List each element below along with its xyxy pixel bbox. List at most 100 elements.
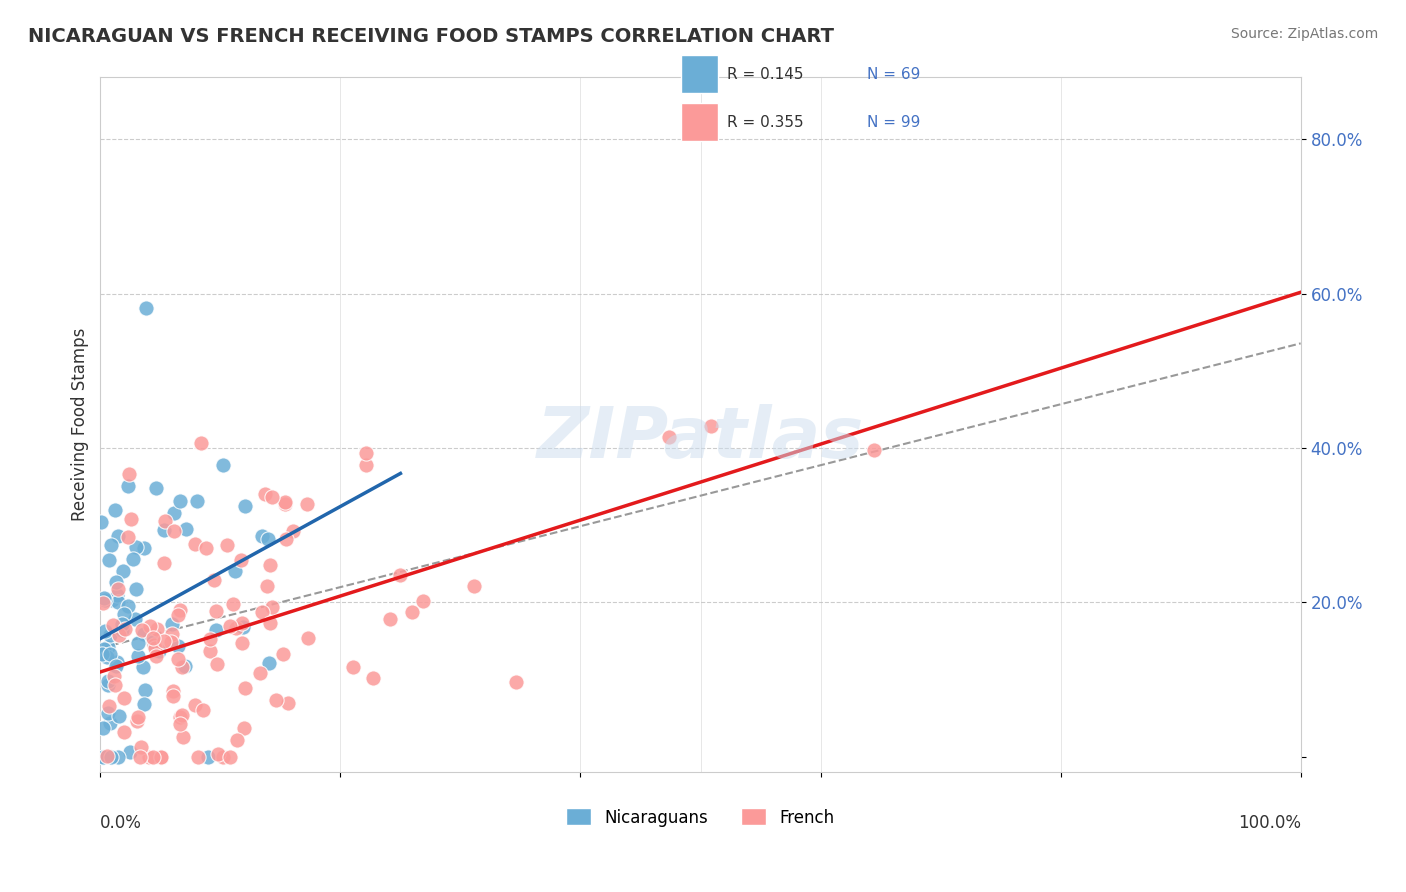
French <box>153 515 176 529</box>
French <box>184 698 207 712</box>
Text: 100.0%: 100.0% <box>1237 814 1301 831</box>
Nicaraguans <box>98 647 121 661</box>
French <box>231 615 253 630</box>
Nicaraguans <box>250 529 273 543</box>
Nicaraguans <box>98 715 121 730</box>
Nicaraguans <box>204 623 226 637</box>
French <box>198 632 221 646</box>
Nicaraguans <box>111 564 134 578</box>
Nicaraguans <box>111 623 134 637</box>
French <box>145 622 167 636</box>
Nicaraguans <box>91 722 114 736</box>
Text: 0.0%: 0.0% <box>100 814 142 831</box>
French <box>463 579 485 593</box>
French <box>274 532 297 546</box>
Nicaraguans <box>91 749 114 764</box>
French <box>101 618 124 632</box>
Nicaraguans <box>107 749 129 764</box>
French <box>112 725 135 739</box>
French <box>112 690 135 705</box>
French <box>129 749 152 764</box>
French <box>256 579 278 593</box>
French <box>162 684 184 698</box>
French <box>259 558 281 573</box>
French <box>162 690 184 704</box>
Nicaraguans <box>224 564 246 578</box>
French <box>380 612 402 626</box>
FancyBboxPatch shape <box>681 55 718 93</box>
French <box>118 467 141 482</box>
French <box>700 419 723 434</box>
French <box>233 681 256 695</box>
Nicaraguans <box>124 582 146 596</box>
Nicaraguans <box>112 607 135 622</box>
French <box>96 749 118 764</box>
Legend: Nicaraguans, French: Nicaraguans, French <box>560 802 842 833</box>
Nicaraguans <box>91 749 114 764</box>
French <box>401 606 423 620</box>
French <box>149 749 172 764</box>
FancyBboxPatch shape <box>681 103 718 141</box>
French <box>167 608 190 623</box>
Nicaraguans <box>94 593 117 607</box>
Nicaraguans <box>132 660 155 674</box>
French <box>231 553 253 567</box>
Nicaraguans <box>174 522 197 536</box>
French <box>505 674 527 689</box>
French <box>226 733 249 747</box>
Nicaraguans <box>91 647 114 661</box>
French <box>107 582 129 596</box>
French <box>163 524 186 538</box>
Nicaraguans <box>90 516 112 530</box>
Nicaraguans <box>107 595 129 609</box>
French <box>120 512 142 526</box>
French <box>259 615 281 630</box>
French <box>172 707 194 722</box>
French <box>354 446 377 460</box>
Nicaraguans <box>117 599 139 614</box>
Text: Source: ZipAtlas.com: Source: ZipAtlas.com <box>1230 27 1378 41</box>
Nicaraguans <box>93 642 115 657</box>
French <box>108 628 131 642</box>
French <box>91 596 114 610</box>
Nicaraguans <box>101 593 124 607</box>
French <box>274 497 297 511</box>
Nicaraguans <box>107 529 129 543</box>
French <box>361 671 384 685</box>
Text: N = 99: N = 99 <box>866 115 920 130</box>
Nicaraguans <box>104 658 127 673</box>
Nicaraguans <box>233 499 256 513</box>
Nicaraguans <box>163 506 186 520</box>
Nicaraguans <box>104 502 127 516</box>
French <box>273 647 295 661</box>
Text: ZIPatlas: ZIPatlas <box>537 404 865 473</box>
Nicaraguans <box>174 658 197 673</box>
French <box>103 669 125 683</box>
French <box>198 644 221 658</box>
Nicaraguans <box>141 635 163 649</box>
French <box>389 568 412 582</box>
French <box>149 749 172 764</box>
Nicaraguans <box>100 749 122 764</box>
Nicaraguans <box>105 655 128 669</box>
Nicaraguans <box>97 706 120 720</box>
French <box>131 623 153 637</box>
French <box>277 696 299 710</box>
Nicaraguans <box>186 494 208 508</box>
French <box>184 537 207 551</box>
French <box>297 632 319 646</box>
French <box>138 749 160 764</box>
Nicaraguans <box>167 639 190 653</box>
French <box>160 634 183 648</box>
French <box>190 436 212 450</box>
French <box>211 749 233 764</box>
French <box>207 747 229 762</box>
French <box>342 660 364 674</box>
Nicaraguans <box>134 682 156 697</box>
Nicaraguans <box>100 538 122 552</box>
Nicaraguans <box>118 745 141 759</box>
Nicaraguans <box>134 627 156 641</box>
French <box>297 497 319 511</box>
French <box>283 524 305 538</box>
French <box>153 634 176 648</box>
